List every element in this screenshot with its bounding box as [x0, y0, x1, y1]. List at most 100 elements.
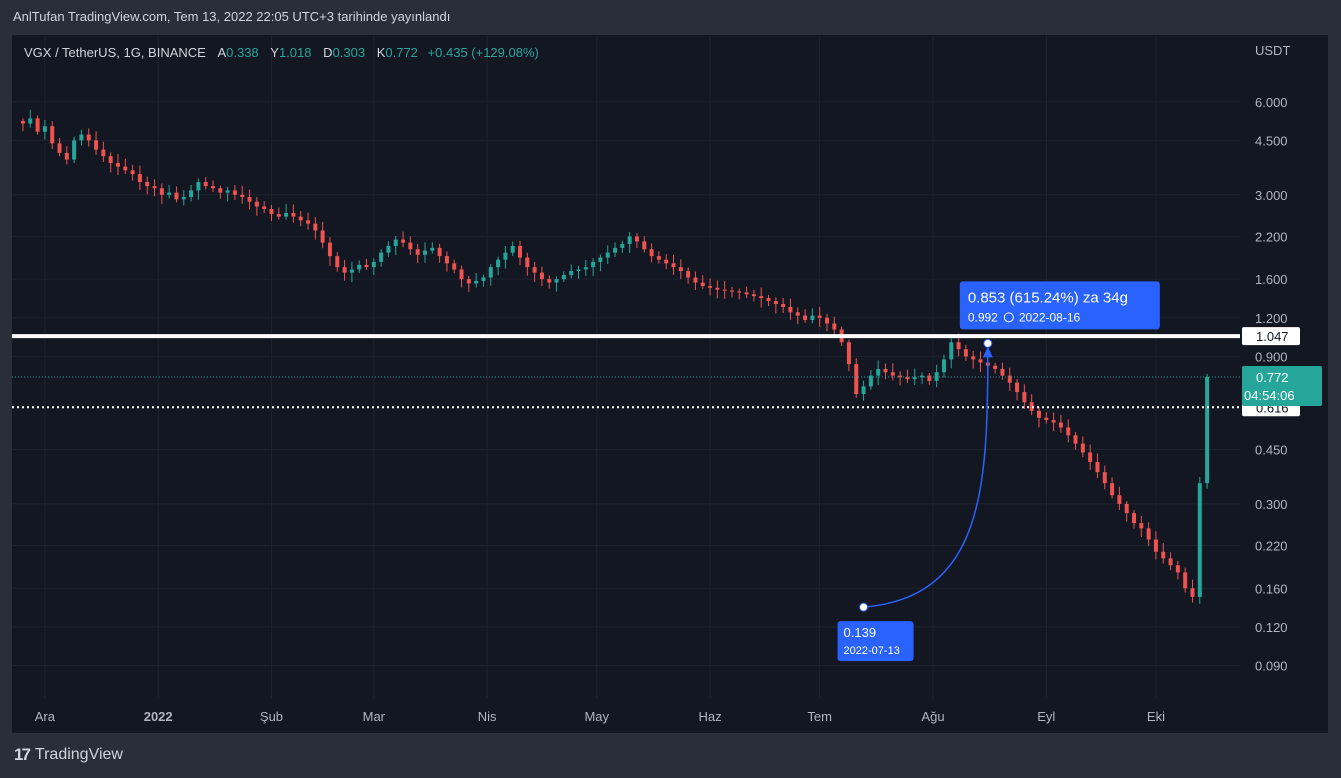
candle-body: [393, 239, 398, 246]
candle-body: [751, 294, 756, 297]
candle-body: [1000, 368, 1005, 376]
candle-body: [430, 247, 435, 251]
candle-body: [912, 377, 917, 380]
start-label-box: [837, 621, 914, 662]
current-price-value: 0.772: [1256, 370, 1289, 385]
candle-body: [437, 247, 442, 257]
candle-body: [123, 166, 128, 171]
candle-body: [488, 267, 493, 278]
end-label-headline: 0.853 (615.24%) za 34g: [968, 289, 1128, 306]
candle-body: [466, 279, 471, 284]
candle-body: [532, 267, 537, 273]
candle-body: [583, 267, 588, 270]
y-tick-label: 0.900: [1255, 349, 1288, 364]
candle-body: [1022, 392, 1027, 403]
candle-body: [510, 245, 515, 253]
candle-body: [181, 197, 186, 200]
candle-body: [386, 245, 391, 253]
currency-label: USDT: [1255, 43, 1290, 58]
candle-body: [1190, 588, 1195, 597]
candle-body: [218, 188, 223, 193]
tradingview-logo[interactable]: 17 TradingView: [14, 745, 123, 765]
candle-body: [174, 192, 179, 200]
candle-body: [422, 250, 427, 255]
y-tick-label: 0.220: [1255, 539, 1288, 554]
y-tick-label: 2.200: [1255, 229, 1288, 244]
candle-body: [905, 377, 910, 380]
candle-body: [444, 256, 449, 264]
countdown-value: 04:54:06: [1244, 388, 1295, 403]
candle-body: [1102, 472, 1107, 484]
candle-body: [262, 206, 267, 209]
candle-body: [1132, 513, 1137, 524]
candle-body: [576, 269, 581, 272]
candle-body: [1153, 539, 1158, 552]
candle-body: [481, 277, 486, 281]
candle-body: [1088, 452, 1093, 462]
candle-body: [1095, 461, 1100, 473]
candle-body: [189, 190, 194, 198]
y-tick-label: 3.000: [1255, 188, 1288, 203]
axis-layer: USDT 6.000 4.500 3.000 2.200 1.600 1.200 0.900 0…: [35, 43, 1291, 724]
low-key: D: [323, 45, 333, 60]
candle-body: [598, 257, 603, 262]
candle-body: [101, 149, 106, 157]
candle-body: [1175, 565, 1180, 573]
candle-body: [167, 192, 172, 195]
candle-body: [35, 118, 40, 132]
candle-body: [554, 279, 559, 283]
candle-body: [1146, 528, 1151, 540]
y-tick-label: 6.000: [1255, 95, 1288, 110]
price-line-tag: [1242, 327, 1300, 346]
candle-body: [401, 239, 406, 243]
candle-body: [832, 323, 837, 330]
candle-body: [1183, 572, 1188, 589]
candle-body: [1117, 495, 1122, 504]
candle-body: [1080, 443, 1085, 453]
candle-body: [20, 120, 25, 124]
candle-body: [42, 126, 47, 132]
candle-body: [196, 182, 201, 191]
candle-body: [371, 261, 376, 268]
candle-body: [883, 368, 888, 373]
candle-body: [656, 256, 661, 260]
open-key: A: [217, 45, 227, 60]
projection-arrowhead: [982, 346, 993, 358]
candle-body: [795, 312, 800, 316]
overlay-layer: 1.0470.6160.77204:54:060.1392022-07-130.…: [12, 281, 1322, 662]
end-label-value: 0.992: [968, 310, 998, 324]
candles-layer: [20, 109, 1210, 605]
candle-body: [349, 269, 354, 273]
candle-body: [627, 236, 632, 244]
y-tick-label: 4.500: [1255, 133, 1288, 148]
candle-body: [276, 214, 281, 217]
candle-body: [225, 190, 230, 193]
candle-body: [28, 118, 33, 124]
candle-body: [298, 216, 303, 221]
candle-body: [159, 188, 164, 195]
candle-body: [1110, 483, 1115, 496]
candle-body: [1066, 427, 1071, 436]
end-label-date: 2022-08-16: [1019, 310, 1081, 324]
candle-body: [678, 267, 683, 272]
x-tick-label: Ağu: [921, 709, 944, 724]
candle-body: [1124, 503, 1129, 514]
candle-body: [459, 269, 464, 280]
candle-body: [357, 264, 362, 270]
candle-body: [130, 170, 135, 175]
candle-body: [941, 359, 946, 373]
high-value: 1.018: [278, 45, 312, 60]
candle-body: [890, 372, 895, 376]
clock-icon: [1003, 312, 1014, 323]
candle-body: [846, 342, 851, 365]
candle-body: [876, 368, 881, 376]
candle-body: [247, 197, 252, 202]
candle-body: [1197, 483, 1202, 597]
candle-body: [686, 271, 691, 278]
candle-body: [620, 243, 625, 248]
candle-body: [1073, 435, 1078, 444]
chart-frame[interactable]: [12, 35, 1328, 733]
candle-body: [539, 272, 544, 280]
candle-body: [232, 190, 237, 195]
